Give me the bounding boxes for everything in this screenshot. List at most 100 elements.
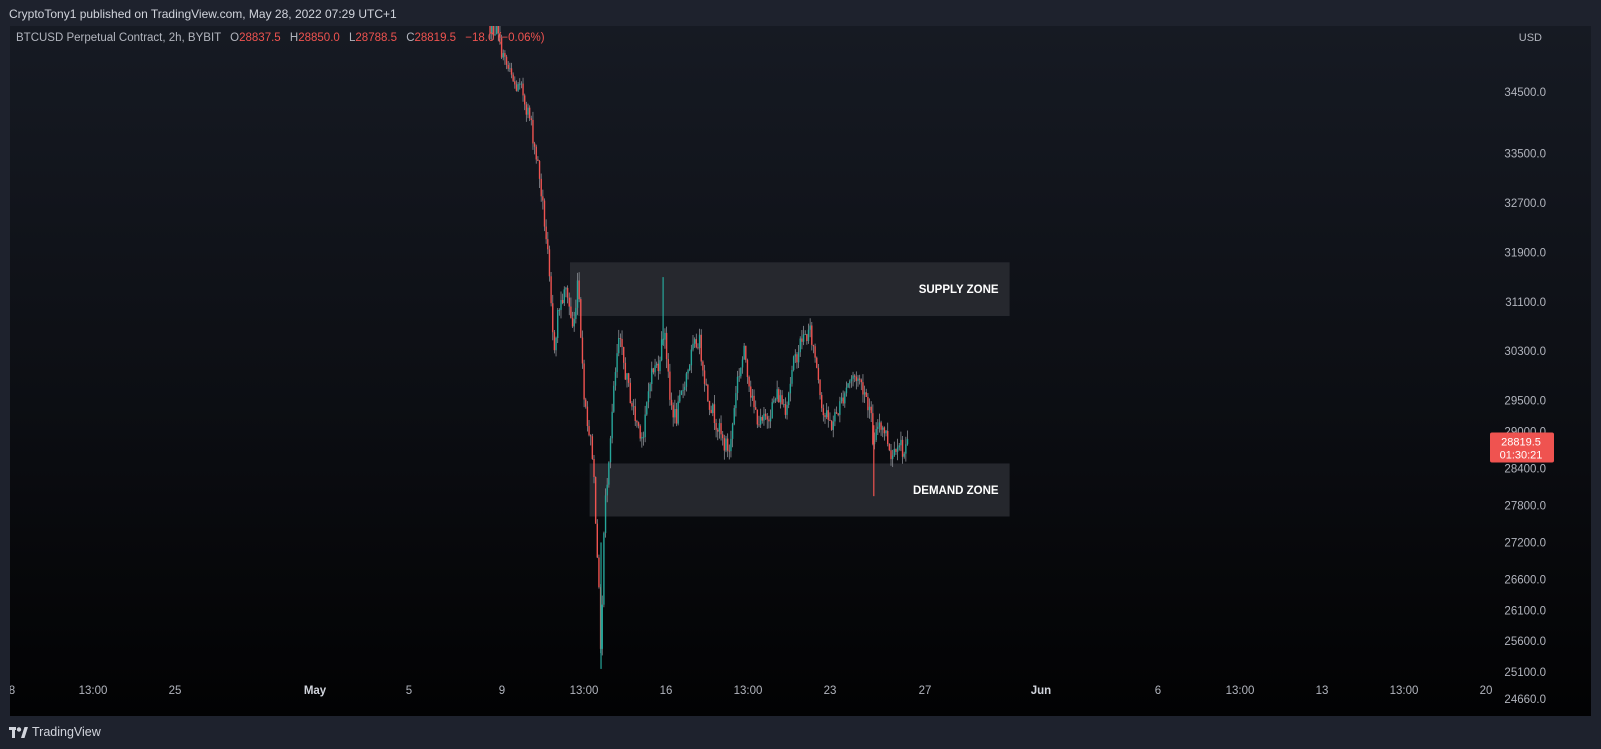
candle (614, 367, 617, 391)
candle (880, 420, 882, 436)
candle (700, 329, 702, 366)
candle (528, 105, 531, 122)
candle (761, 415, 763, 424)
price-tick: 25600.0 (1504, 636, 1546, 648)
candle (591, 433, 594, 460)
candle (868, 398, 871, 419)
candle (835, 406, 838, 415)
candle (726, 433, 729, 458)
candle (878, 413, 881, 433)
candle (652, 367, 655, 375)
candle (680, 390, 683, 396)
candle (809, 318, 811, 338)
candle (687, 368, 689, 380)
candle (639, 424, 641, 442)
candle (505, 54, 508, 70)
candle (893, 441, 895, 457)
candle (495, 26, 498, 35)
candle (519, 78, 521, 90)
time-tick: Jun (1031, 685, 1051, 697)
candle (684, 381, 686, 396)
candle (736, 370, 739, 401)
change-value: −18.0 (−0.06%) (465, 32, 545, 44)
candle (816, 356, 818, 369)
candle (510, 62, 513, 79)
candle (679, 389, 681, 404)
candle (672, 402, 674, 427)
price-tick: 34500.0 (1504, 87, 1546, 99)
candle (631, 401, 633, 411)
candle (905, 436, 907, 462)
time-axis[interactable]: 8 13:00 25 May 5 9 13:00 16 13:00 23 27 Jun 6 13:00 13… (10, 685, 1492, 697)
candle (494, 26, 496, 36)
open-value: 28837.5 (239, 32, 281, 44)
candle (837, 413, 839, 417)
candle (552, 294, 554, 341)
candle (769, 409, 772, 429)
candle (730, 430, 732, 458)
candle (585, 397, 587, 409)
candle (557, 307, 559, 344)
zone-1[interactable] (589, 463, 1010, 517)
chart-area[interactable]: BTCUSD Perpetual Contract, 2h, BYBIT O28… (10, 26, 1591, 716)
candle (855, 371, 858, 390)
price-chart[interactable]: SUPPLY ZONE DEMAND ZONE USD 34500.0 33500.0… (10, 26, 1591, 716)
candle (491, 26, 493, 40)
candle (566, 285, 569, 304)
tradingview-brand[interactable]: TradingView (9, 725, 101, 739)
price-tick: 27800.0 (1504, 500, 1546, 512)
candle (573, 311, 575, 332)
candle (860, 378, 862, 391)
candle (865, 388, 867, 398)
candle (774, 397, 777, 403)
candle (703, 364, 706, 392)
candle (763, 407, 765, 426)
candle (570, 297, 572, 319)
time-tick: 8 (10, 685, 15, 697)
candle (606, 477, 608, 503)
price-tick: 30300.0 (1504, 346, 1546, 358)
candle (715, 418, 717, 438)
candle (857, 375, 859, 387)
candle (882, 425, 884, 438)
candle (779, 389, 782, 409)
candle (675, 402, 678, 427)
candle (710, 405, 712, 414)
price-tick: 26600.0 (1504, 574, 1546, 586)
current-price-label: 28819.5 (1501, 436, 1541, 448)
candle (553, 329, 556, 354)
candle (667, 353, 669, 378)
candle (535, 144, 537, 164)
candle (581, 330, 584, 369)
candle (705, 378, 707, 387)
candle (900, 431, 902, 452)
candle (525, 101, 528, 122)
candle (806, 333, 808, 345)
candle (708, 400, 711, 416)
candle (901, 436, 904, 464)
candle (812, 344, 815, 354)
price-axis[interactable]: USD 34500.0 33500.0 32700.0 31900.0 31100.0 30… (1490, 32, 1554, 706)
price-tick: 33500.0 (1504, 149, 1546, 161)
zone-0[interactable] (570, 262, 1010, 316)
candle (801, 330, 803, 350)
candle (791, 365, 793, 387)
candle (502, 49, 504, 61)
zone-label-0: SUPPLY ZONE (919, 284, 999, 296)
candle (784, 397, 787, 419)
candle (745, 345, 747, 363)
current-price-badge (1490, 432, 1554, 463)
candle (789, 377, 792, 402)
time-tick: 5 (406, 685, 412, 697)
candle (867, 392, 869, 418)
candle (773, 396, 775, 404)
price-tick: 27200.0 (1504, 537, 1546, 549)
candle (593, 454, 595, 484)
candle (627, 372, 630, 387)
candle (814, 343, 816, 363)
time-tick: 13:00 (1226, 685, 1255, 697)
candle (796, 352, 798, 369)
candle (713, 395, 716, 430)
candle (817, 363, 820, 384)
symbol-legend: BTCUSD Perpetual Contract, 2h, BYBIT O28… (16, 32, 545, 44)
